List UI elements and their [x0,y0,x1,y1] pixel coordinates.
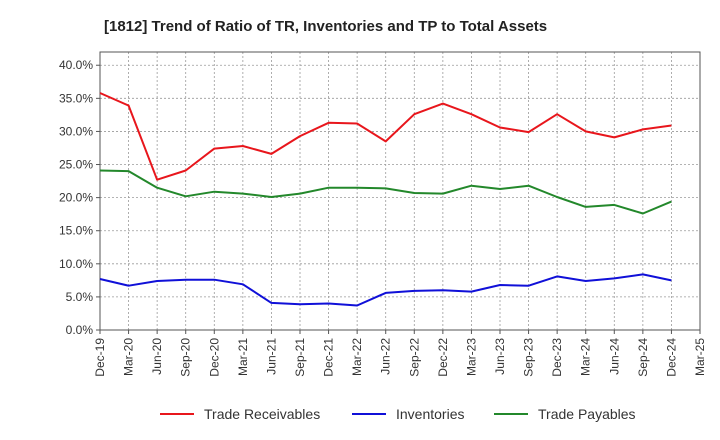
x-tick-label: Jun-21 [264,338,278,375]
y-tick-label: 35.0% [59,91,93,105]
x-tick-label: Mar-23 [464,338,478,376]
series-line-inventories [99,273,672,307]
series-line-trade-receivables [99,92,672,181]
legend: Trade Receivables Inventories Trade Payabl… [160,406,636,422]
legend-label: Trade Receivables [204,406,320,422]
chart-title: [1812] Trend of Ratio of TR, Inventories… [104,18,547,35]
x-tick-label: Sep-24 [636,338,650,377]
x-tick-label: Mar-20 [122,338,136,376]
y-tick-label: 20.0% [59,191,93,205]
legend-item-inventories: Inventories [352,406,464,422]
x-tick-label: Sep-22 [407,338,421,377]
x-tick-label: Jun-23 [493,338,507,375]
legend-item-trade-receivables: Trade Receivables [160,406,320,422]
legend-item-trade-payables: Trade Payables [494,406,636,422]
x-tick-label: Dec-22 [436,338,450,377]
x-tick-label: Sep-23 [522,338,536,377]
x-tick-label: Dec-19 [93,338,107,377]
x-tick-label: Sep-21 [293,338,307,377]
y-tick-label: 5.0% [66,290,94,304]
legend-label: Trade Payables [538,406,636,422]
x-tick-label: Mar-24 [579,338,593,376]
x-tick-label: Jun-22 [379,338,393,375]
y-tick-label: 25.0% [59,158,93,172]
x-tick-label: Dec-20 [207,338,221,377]
x-tick-label: Jun-20 [150,338,164,375]
y-tick-label: 40.0% [59,58,93,72]
x-tick-label: Sep-20 [179,338,193,377]
x-tick-label: Jun-24 [607,338,621,375]
x-tick-label: Dec-21 [322,338,336,377]
series-lines [99,92,672,307]
plot-frame [99,51,701,331]
y-tick-label: 30.0% [59,124,93,138]
grid [100,52,700,331]
x-tick-label: Mar-21 [236,338,250,376]
y-tick-label: 0.0% [66,323,94,337]
legend-label: Inventories [396,406,464,422]
y-tick-label: 15.0% [59,224,93,238]
axes: 0.0% 5.0% 10.0% 15.0% 20.0% 25.0% 30.0% 35.0% 40… [59,51,707,377]
x-tick-label: Mar-25 [693,338,707,376]
x-tick-label: Dec-24 [664,338,678,377]
y-tick-label: 10.0% [59,257,93,271]
x-tick-label: Dec-23 [550,338,564,377]
series-line-trade-payables [99,169,672,215]
x-tick-label: Mar-22 [350,338,364,376]
